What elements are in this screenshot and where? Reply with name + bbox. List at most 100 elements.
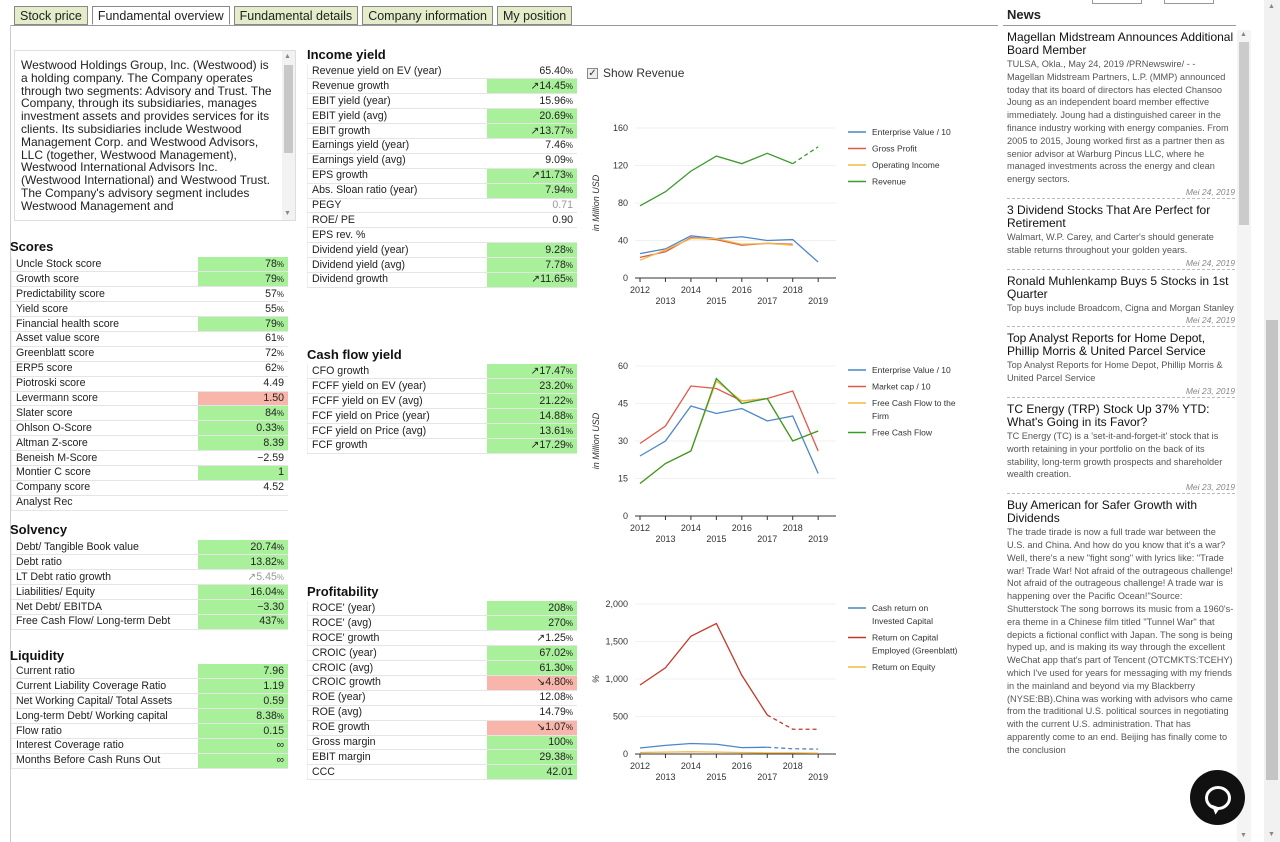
row-label: Levermann score [11,391,198,407]
description-scrollbar[interactable]: ▲ ▼ [282,51,295,220]
news-item[interactable]: Magellan Midstream Announces Additional … [1007,31,1235,199]
table-row: Interest Coverage ratio ∞ [11,738,288,754]
table-row: FCFF yield on EV (year) 23.20% [307,378,577,395]
x-tick-label: 2012 [630,523,650,533]
news-headline[interactable]: Buy American for Safer Growth with Divid… [1007,498,1198,526]
table-row: CROIC (year) 67.02% [307,645,577,662]
row-value: 0.90 [487,212,577,229]
news-summary: Walmart, W.P. Carey, and Carter's should… [1007,231,1214,255]
checkbox-icon[interactable]: ✓ [587,67,598,79]
x-tick-label: 2012 [630,285,650,295]
scroll-down-icon[interactable]: ▼ [1240,832,1247,839]
row-value: 42.01 [487,764,577,781]
legend-label-line: Employed (Greenblatt) [872,646,958,656]
series-line [639,405,819,474]
chat-bubble-icon [1204,785,1231,810]
company-description-box[interactable]: Westwood Holdings Group, Inc. (Westwood)… [14,50,296,221]
value-number: 208 [548,601,566,614]
row-label: Piotroski score [11,376,198,392]
value-number: ↗17.47 [530,364,566,377]
row-label: Predictability score [11,286,198,303]
news-headline[interactable]: 3 Dividend Stocks That Are Perfect for R… [1007,202,1211,230]
tab-stock-price[interactable]: Stock price [14,6,88,25]
news-item[interactable]: Buy American for Safer Growth with Divid… [1007,499,1235,756]
news-scrollbar[interactable]: ▲ ▼ [1237,30,1251,842]
scroll-down-icon[interactable]: ▼ [284,210,291,217]
row-value: 16.04% [198,584,288,601]
value-number: 8.38 [256,709,277,722]
x-tick-label: 2014 [681,523,701,533]
row-value: 72% [198,346,288,362]
row-label: FCFF yield on EV (avg) [307,393,487,410]
table-row: ROCE' growth ↗1.25% [307,630,577,647]
scroll-up-icon[interactable]: ▲ [1240,31,1247,38]
value-number: ↗1.25 [536,631,566,644]
row-value: 65.40% [487,64,577,80]
row-label: Revenue yield on EV (year) [307,64,487,80]
value-unit: % [565,66,573,76]
table-row: FCF yield on Price (year) 14.88% [307,408,577,425]
profitability-title: Profitability [307,584,379,599]
row-value: −3.30 [198,599,288,615]
scores-table: Uncle Stock score 78% Growth score 79% Predi… [11,257,288,511]
row-value: ↘4.80% [487,675,577,691]
news-item[interactable]: TC Energy (TRP) Stock Up 37% YTD: What's… [1007,401,1235,495]
legend-label: Operating Income [872,160,940,170]
row-label: Dividend yield (avg) [307,257,487,273]
row-value: 208% [487,601,577,617]
profitability-chart: 0 500 1,000 1,500 2,000 2012 2013 2014 2015 2016 2… [591,599,958,782]
news-item[interactable]: Ronald Muhlenkamp Buys 5 Stocks in 1st Q… [1007,273,1235,328]
chat-button[interactable] [1190,770,1245,825]
value-number: 79 [265,317,277,330]
scroll-up-icon[interactable]: ▲ [1268,3,1275,10]
tab-company-information[interactable]: Company information [362,6,493,25]
show-revenue-toggle[interactable]: ✓ Show Revenue [587,66,684,80]
value-number: ↗14.45 [530,79,566,92]
y-tick-label: 1,500 [605,637,628,647]
table-row: EPS growth ↗11.73% [307,168,577,184]
tab-fundamental-overview[interactable]: Fundamental overview [91,6,230,25]
scroll-down-icon[interactable]: ▼ [1268,831,1275,838]
scrollbar-thumb[interactable] [1239,42,1249,225]
x-tick-label: 2015 [706,772,726,782]
row-value: 1.19 [198,678,288,695]
tab-my-position[interactable]: My position [497,6,573,25]
tab-fundamental-details[interactable]: Fundamental details [233,6,359,25]
y-tick-label: 120 [613,161,628,171]
row-value: ↗17.47% [487,364,577,380]
value-number: −3.30 [257,600,284,613]
table-row: Growth score 79% [11,271,288,288]
series-line-forecast [792,146,819,165]
news-item[interactable]: 3 Dividend Stocks That Are Perfect for R… [1007,202,1235,270]
news-headline[interactable]: TC Energy (TRP) Stock Up 37% YTD: What's… [1007,401,1210,429]
row-label: ERP5 score [11,361,198,377]
row-value: 20.74% [198,540,288,556]
row-label: Net Working Capital/ Total Assets [11,693,198,710]
legend-label-line: Return on Equity [872,662,936,672]
row-label: Liabilities/ Equity [11,584,198,601]
table-row: Current ratio 7.96 [11,664,288,680]
value-unit: % [565,366,573,376]
scrollbar-thumb[interactable] [1266,320,1278,780]
news-search-box[interactable] [1164,0,1214,4]
table-row: Abs. Sloan ratio (year) 7.94% [307,183,577,199]
page-scrollbar[interactable]: ▲ ▼ [1264,0,1280,842]
value-unit: % [565,678,573,688]
news-headline[interactable]: Top Analyst Reports for Home Depot, Phil… [1007,331,1206,359]
value-unit: % [276,289,284,299]
news-headline[interactable]: Magellan Midstream Announces Additional … [1007,31,1234,57]
y-tick-label: 45 [618,399,628,409]
value-unit: % [565,603,573,613]
value-number: ↗5.45 [247,570,277,583]
row-value: 1 [198,465,288,481]
legend-label-line: Firm [872,411,889,421]
table-row: CROIC growth ↘4.80% [307,675,577,691]
news-headline[interactable]: Ronald Muhlenkamp Buys 5 Stocks in 1st Q… [1007,273,1229,301]
news-filter-box[interactable] [1092,0,1142,4]
scrollbar-thumb[interactable] [284,65,293,153]
news-item[interactable]: Top Analyst Reports for Home Depot, Phil… [1007,332,1235,398]
table-row: Revenue growth ↗14.45% [307,78,577,95]
table-row: Yield score 55% [11,301,288,318]
value-number: 20.74 [250,540,277,553]
scroll-up-icon[interactable]: ▲ [284,53,291,60]
